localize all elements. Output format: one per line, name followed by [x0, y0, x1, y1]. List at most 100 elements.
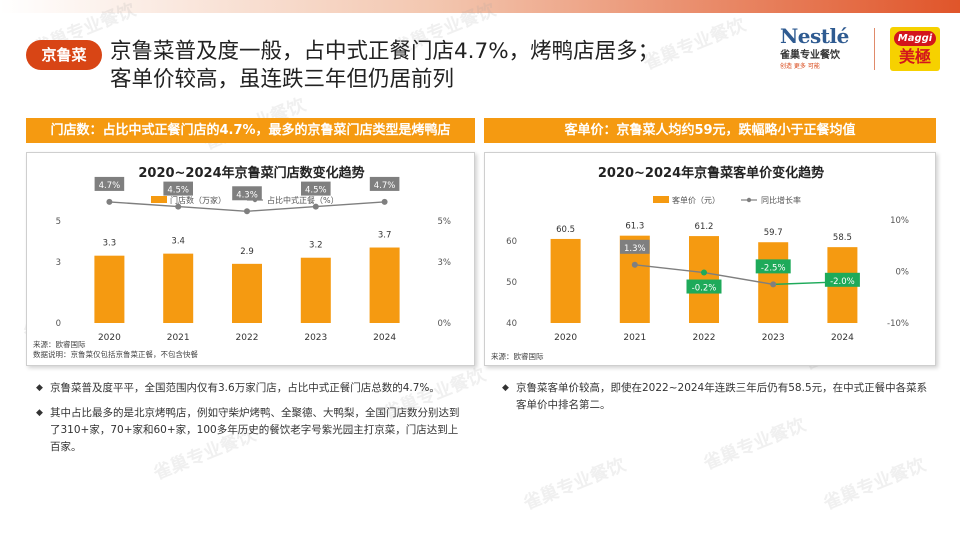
legend-bar-swatch	[653, 196, 669, 203]
legend-line-label: 占比中式正餐（%）	[267, 195, 339, 205]
y-right-tick-label: 3%	[438, 258, 452, 268]
line-label-box	[369, 176, 400, 191]
x-tick-label: 2024	[831, 333, 854, 343]
legend-bar-label: 门店数（万家）	[170, 195, 226, 205]
title-line-1: 京鲁菜普及度一般，占中式正餐门店4.7%，烤鸭店居多；	[110, 39, 660, 64]
y-right-tick-label: 0%	[438, 319, 452, 329]
top-gradient-bar	[0, 0, 960, 13]
line-point-2024	[381, 198, 388, 205]
x-tick-label: 2020	[98, 333, 121, 343]
store-count-chart-panel: 2020~2024年京鲁菜门店数变化趋势门店数（万家） 占比中式正餐（%） 0 3 5 0…	[26, 152, 475, 366]
line-point-2022	[701, 269, 707, 276]
bar-value-label: 3.3	[103, 239, 117, 249]
cuisine-tag: 京鲁菜	[26, 40, 102, 70]
line-label-box	[232, 186, 262, 201]
x-tick-label: 2023	[304, 333, 327, 343]
bar-2020	[550, 238, 581, 323]
price-chart-panel: 2020~2024年京鲁菜客单价变化趋势 客单价（元） 同比增长率 40 50 60 10%…	[484, 152, 936, 366]
bullets-left: 京鲁菜普及度平平，全国范围内仅有3.6万家门店，占比中式正餐门店总数的4.7%。…	[36, 380, 466, 464]
bar-value-label: 59.7	[764, 228, 783, 238]
bullet-item: 其中占比最多的是北京烤鸭店，例如守柴炉烤鸭、全聚德、大鸭梨，全国门店数分别达到了…	[36, 405, 466, 456]
legend-bar-swatch	[151, 196, 167, 203]
y-right-tick-label: 10%	[890, 216, 909, 226]
chart-title: 2020~2024年京鲁菜客单价变化趋势	[598, 165, 824, 181]
nestle-logo-name: Nestlé	[780, 24, 849, 48]
line-label-box	[620, 239, 650, 254]
bar-2020	[94, 255, 125, 323]
line-point-2023	[312, 203, 319, 210]
line-label-box	[163, 181, 193, 196]
legend-bar-label: 客单价（元）	[672, 195, 720, 205]
line-segment	[246, 205, 316, 212]
y-left-tick-label: 0	[56, 319, 61, 329]
watermark-text: 雀巢专业餐饮	[820, 454, 929, 515]
y-left-tick-label: 50	[506, 278, 517, 288]
line-value-label: 4.3%	[236, 190, 258, 200]
chart-title: 2020~2024年京鲁菜门店数变化趋势	[138, 165, 364, 181]
maggi-logo-sub: 美極	[898, 47, 931, 66]
bar-2024	[369, 247, 400, 323]
bullets-right: 京鲁菜客单价较高，即使在2022~2024年连跌三年后仍有58.5元，在中式正餐…	[502, 380, 932, 422]
line-segment	[315, 201, 385, 208]
y-right-tick-label: -10%	[887, 319, 909, 329]
y-left-tick-label: 60	[506, 237, 517, 247]
nestle-logo-subtitle: 雀巢专业餐饮	[780, 50, 840, 61]
line-segment	[109, 201, 179, 208]
y-right-tick-label: 5%	[438, 217, 452, 227]
line-value-label: 4.5%	[167, 186, 189, 196]
y-left-tick-label: 3	[56, 258, 61, 268]
x-tick-label: 2021	[167, 333, 190, 343]
x-tick-label: 2021	[623, 333, 646, 343]
line-point-2020	[106, 198, 113, 205]
banner-store-count: 门店数：占比中式正餐门店的4.7%，最多的京鲁菜门店类型是烤鸭店	[26, 118, 475, 143]
bar-2021	[163, 253, 194, 323]
line-segment	[703, 271, 774, 286]
line-value-label: 1.3%	[624, 244, 646, 254]
line-point-2021	[175, 203, 182, 210]
line-label-box	[824, 272, 860, 287]
x-tick-label: 2022	[693, 333, 716, 343]
legend-line-label: 同比增长率	[761, 195, 801, 205]
bar-value-label: 58.5	[833, 233, 852, 243]
line-value-label: 4.7%	[99, 181, 121, 191]
legend-line-marker	[746, 197, 752, 203]
line-label-box	[301, 181, 331, 196]
line-segment	[178, 205, 248, 212]
line-value-label: 4.5%	[305, 186, 327, 196]
line-value-label: -2.0%	[830, 277, 855, 287]
title-line-2: 客单价较高，虽连跌三年但仍居前列	[110, 67, 455, 92]
bar-value-label: 3.4	[171, 237, 185, 247]
y-right-tick-label: 0%	[896, 268, 910, 278]
bar-value-label: 2.9	[240, 247, 254, 257]
bar-value-label: 3.2	[309, 241, 323, 251]
line-point-2022	[244, 208, 250, 215]
line-value-label: 4.7%	[374, 181, 396, 191]
line-value-label: -2.5%	[761, 263, 786, 273]
line-point-2021	[631, 261, 638, 268]
bar-2023	[300, 257, 331, 323]
line-label-box	[686, 279, 722, 294]
bullet-item: 京鲁菜普及度平平，全国范围内仅有3.6万家门店，占比中式正餐门店总数的4.7%。	[36, 380, 466, 397]
bullet-item: 京鲁菜客单价较高，即使在2022~2024年连跌三年后仍有58.5元，在中式正餐…	[502, 380, 932, 414]
banner-price: 客单价：京鲁菜人均约59元，跌幅略小于正餐均值	[484, 118, 936, 143]
line-point-2023	[770, 281, 777, 288]
x-tick-label: 2023	[762, 333, 785, 343]
nestle-logo: Nestlé 雀巢专业餐饮 创造 更多 可能	[780, 24, 860, 70]
watermark-text: 雀巢专业餐饮	[520, 454, 629, 515]
page-title: 京鲁菜普及度一般，占中式正餐门店4.7%，烤鸭店居多； 客单价较高，虽连跌三年但…	[110, 38, 659, 94]
chart-source: 来源：欧睿国际	[491, 351, 544, 361]
maggi-logo-name: Maggi	[894, 31, 936, 46]
bar-value-label: 61.2	[695, 222, 714, 232]
line-label-box	[755, 259, 791, 274]
line-segment	[634, 264, 705, 274]
x-tick-label: 2020	[554, 333, 577, 343]
x-tick-label: 2022	[236, 333, 259, 343]
bar-value-label: 61.3	[625, 222, 644, 232]
x-tick-label: 2024	[373, 333, 396, 343]
bar-value-label: 60.5	[556, 225, 575, 235]
maggi-logo: Maggi 美極	[890, 27, 940, 71]
y-left-tick-label: 5	[56, 217, 61, 227]
line-label-box	[94, 176, 125, 191]
